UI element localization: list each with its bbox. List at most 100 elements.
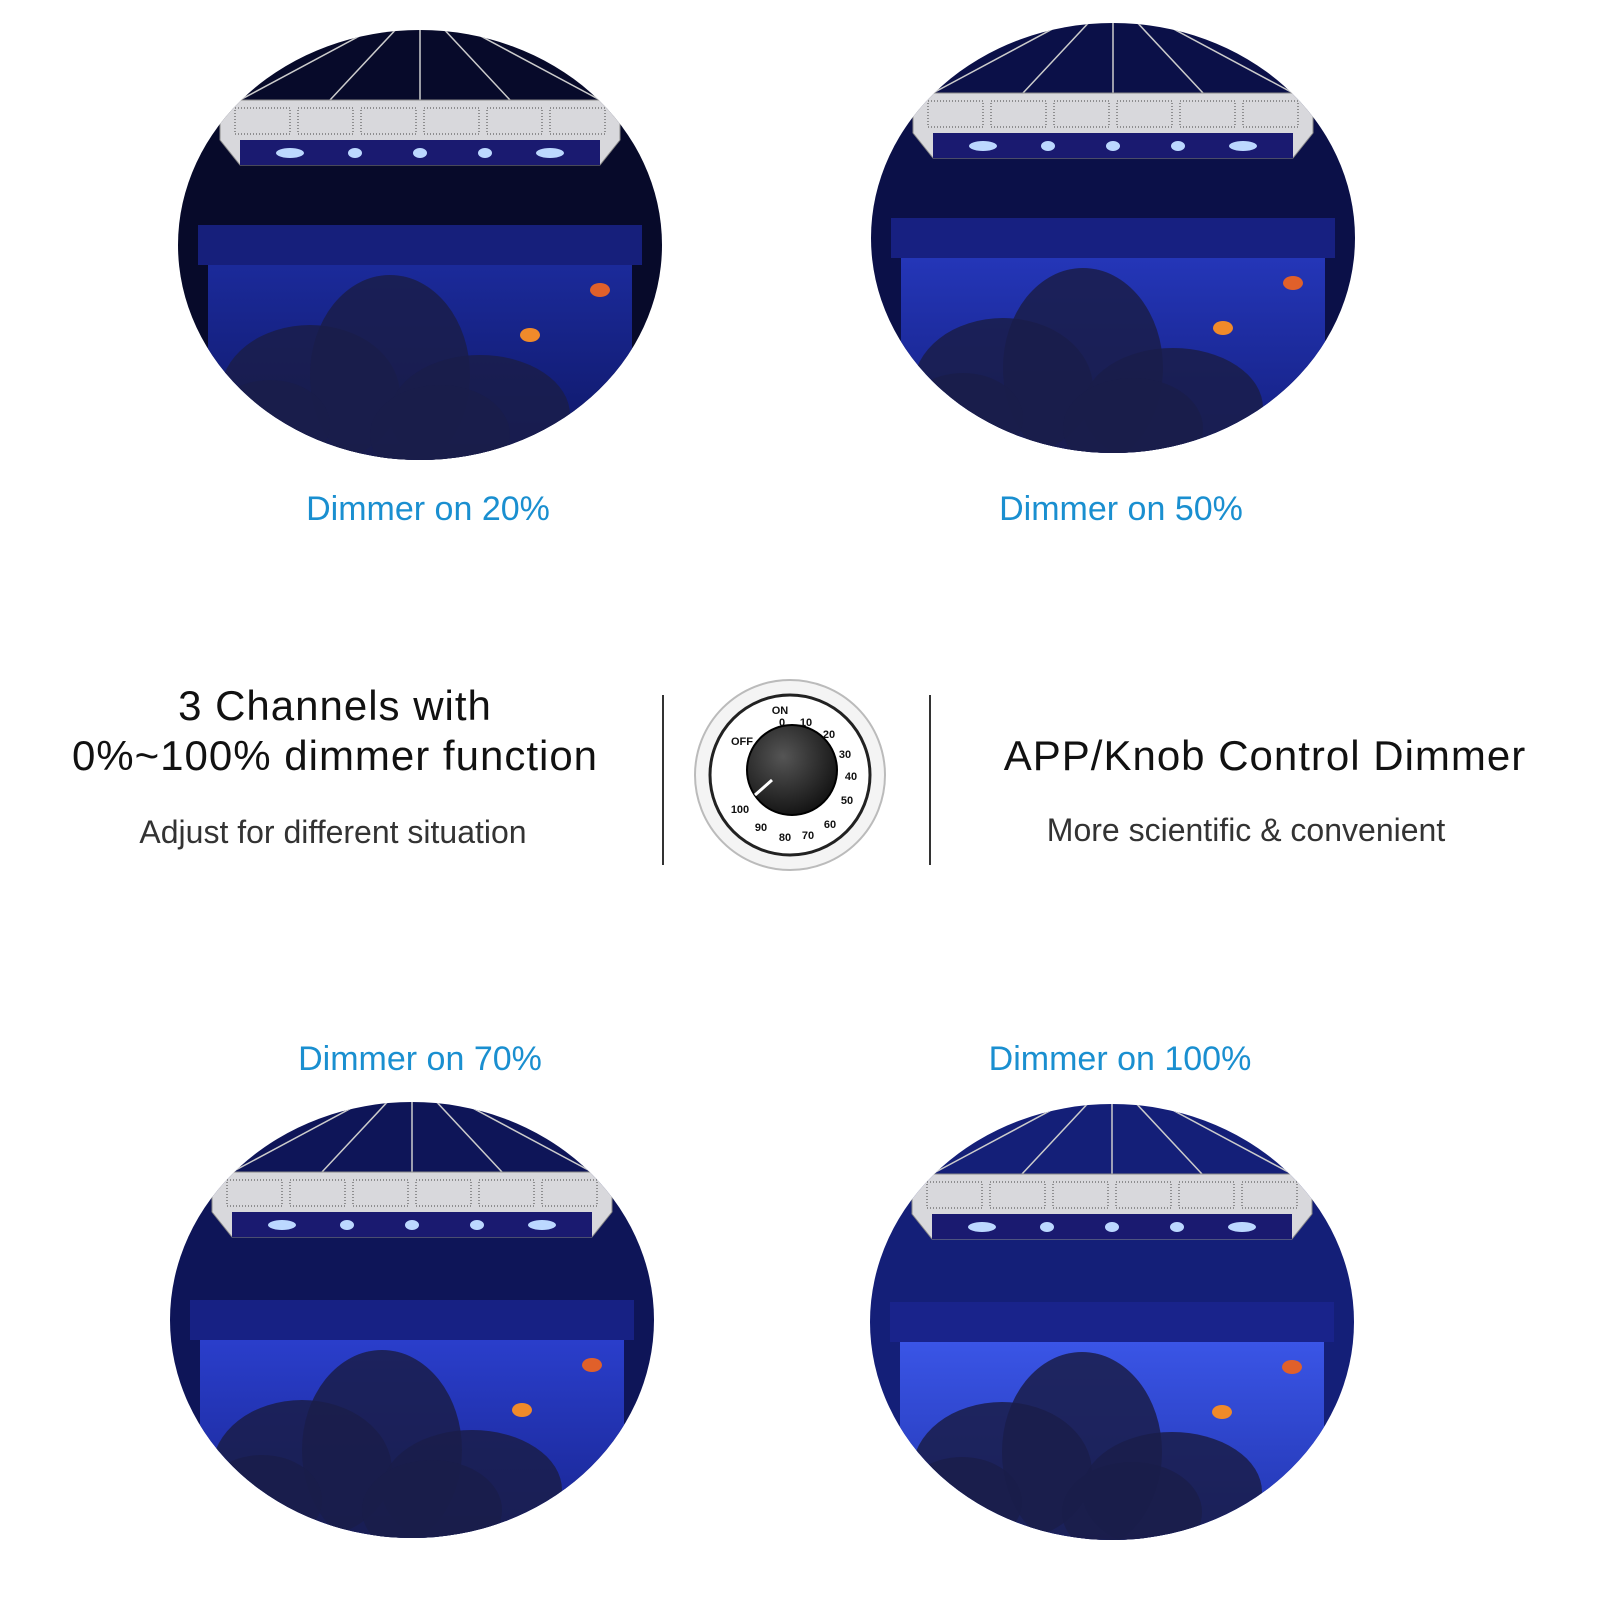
fish	[1282, 1360, 1302, 1374]
hanger-wire	[431, 1102, 503, 1173]
led	[968, 1222, 996, 1232]
led	[1170, 1222, 1184, 1232]
vent	[352, 1179, 409, 1207]
fish	[582, 1358, 602, 1372]
knob-label: ON	[772, 705, 789, 717]
hanger-wire	[932, 23, 1074, 94]
led	[1041, 141, 1055, 151]
hanger-wire	[439, 30, 511, 101]
aquarium-photo	[871, 23, 1355, 453]
led	[348, 148, 362, 158]
vent	[415, 1179, 472, 1207]
caption: Dimmer on 100%	[989, 1040, 1252, 1078]
tank-top	[198, 225, 642, 265]
led	[536, 148, 564, 158]
panels: Dimmer on 20% Dimmer on 50% Dimmer on 70% D…	[170, 23, 1355, 1540]
knob-label: 50	[841, 795, 853, 807]
knob-label: 0	[779, 717, 785, 729]
hanger-wire	[329, 30, 401, 101]
led	[470, 1220, 484, 1230]
vent	[926, 1181, 983, 1209]
fish	[512, 1403, 532, 1417]
rock	[210, 380, 330, 460]
fish	[1283, 276, 1303, 290]
left-subtitle: Adjust for different situation	[139, 814, 526, 850]
led	[1229, 141, 1257, 151]
knob-pointer	[754, 778, 773, 797]
vent	[234, 107, 291, 135]
knob-label: 30	[839, 749, 851, 761]
hanger-wire	[1132, 23, 1204, 94]
fish	[1213, 321, 1233, 335]
rock	[370, 385, 510, 460]
feature-row: 3 Channels with 0%~100% dimmer function …	[72, 679, 1527, 871]
hanger-wire	[1022, 23, 1094, 94]
vent	[1241, 1181, 1298, 1209]
caption: Dimmer on 70%	[298, 1040, 542, 1078]
knob-label: 90	[755, 822, 767, 834]
vent	[297, 107, 354, 135]
rock	[202, 1455, 322, 1538]
knob-label: OFF	[731, 736, 753, 748]
hanger-wire	[1152, 23, 1294, 94]
knob-labels: ON OFF 0 10 20 30 40 50 60 70 80 90 100	[731, 705, 857, 844]
led	[1171, 141, 1185, 151]
vent	[1242, 100, 1299, 128]
knob-label: 10	[800, 717, 812, 729]
vent	[289, 1179, 346, 1207]
vent	[1053, 100, 1110, 128]
led	[340, 1220, 354, 1230]
hanger-wire	[1021, 1104, 1093, 1175]
caption: Dimmer on 50%	[999, 490, 1243, 528]
left-title: 3 Channels with	[178, 682, 492, 729]
vent	[1179, 100, 1236, 128]
led	[478, 148, 492, 158]
led	[1105, 1222, 1119, 1232]
vent	[549, 107, 606, 135]
knob	[746, 724, 838, 816]
led	[969, 141, 997, 151]
knob-label: 80	[779, 832, 791, 844]
rock	[1063, 378, 1203, 453]
led	[1040, 1222, 1054, 1232]
caption: Dimmer on 20%	[306, 490, 550, 528]
rock	[362, 1460, 502, 1538]
fish	[590, 283, 610, 297]
vent	[927, 100, 984, 128]
hanger-wire	[459, 30, 601, 101]
hanger-wire	[1131, 1104, 1203, 1175]
aquarium-photo	[170, 1102, 654, 1538]
vent	[423, 107, 480, 135]
vent	[486, 107, 543, 135]
tank-top	[891, 218, 1335, 258]
led	[528, 1220, 556, 1230]
rock	[902, 1457, 1022, 1540]
vent	[1116, 100, 1173, 128]
led	[276, 148, 304, 158]
knob-label: 70	[802, 830, 814, 842]
rock	[903, 373, 1023, 453]
vent	[1115, 1181, 1172, 1209]
left-title: 0%~100% dimmer function	[72, 732, 598, 779]
fish	[520, 328, 540, 342]
vent	[226, 1179, 283, 1207]
tank-top	[890, 1302, 1334, 1342]
vent	[990, 100, 1047, 128]
led	[413, 148, 427, 158]
aquarium-photo	[178, 30, 662, 460]
vent	[989, 1181, 1046, 1209]
knob-label: 40	[845, 771, 857, 783]
knob-label: 100	[731, 804, 749, 816]
aquarium-photo	[870, 1104, 1354, 1540]
led	[1228, 1222, 1256, 1232]
vent	[478, 1179, 535, 1207]
hanger-wire	[239, 30, 381, 101]
rock	[1062, 1462, 1202, 1540]
right-subtitle: More scientific & convenient	[1047, 812, 1446, 848]
vent	[1052, 1181, 1109, 1209]
right-title: APP/Knob Control Dimmer	[1004, 732, 1527, 779]
vent	[360, 107, 417, 135]
knob-label: 60	[824, 819, 836, 831]
led	[268, 1220, 296, 1230]
